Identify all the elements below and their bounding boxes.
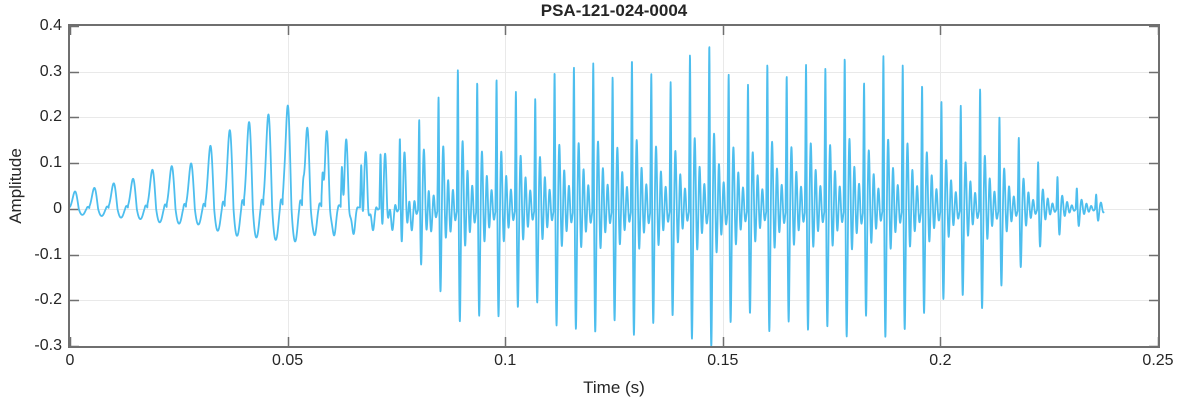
- x-tick-label: 0: [65, 352, 75, 369]
- y-tick-label: -0.2: [34, 291, 62, 309]
- y-tick-label: 0.1: [39, 154, 62, 172]
- x-tick-label: 0.15: [707, 352, 739, 369]
- chart-title: PSA-121-024-0004: [540, 1, 688, 20]
- y-tick-label: -0.3: [34, 337, 62, 354]
- y-tick-label: -0.1: [34, 245, 62, 263]
- waveform-canvas: [70, 26, 1158, 346]
- x-tick-label: 0.05: [272, 352, 304, 369]
- x-tick-label: 0.25: [1142, 352, 1174, 369]
- y-tick-label: 0.2: [39, 108, 62, 126]
- plot-area: [68, 24, 1160, 348]
- y-tick-label: 0.3: [39, 62, 62, 80]
- y-tick-label: 0.4: [39, 17, 62, 34]
- y-tick-label: 0: [53, 199, 62, 217]
- x-tick-label: 0.2: [929, 352, 952, 369]
- x-axis-label: Time (s): [583, 378, 645, 397]
- x-tick-label: 0.1: [494, 352, 517, 369]
